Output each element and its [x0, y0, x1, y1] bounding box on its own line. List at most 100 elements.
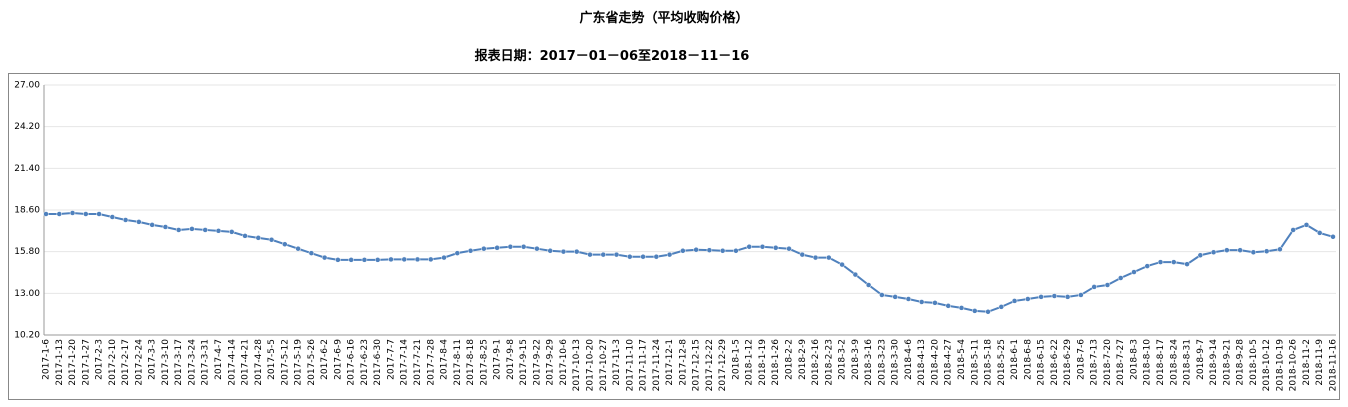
x-tick-label: 2018-6-15 [1037, 339, 1047, 386]
data-point [826, 254, 832, 261]
data-point [547, 248, 553, 254]
x-tick-label: 2018-6-29 [1063, 339, 1073, 386]
x-tick-label: 2018-9-21 [1222, 339, 1232, 386]
data-point [613, 251, 620, 258]
x-tick-label: 2018-2-16 [811, 339, 821, 386]
x-tick-label: 2017-5-12 [280, 339, 290, 386]
data-point [229, 229, 235, 235]
data-point [1290, 227, 1296, 233]
data-point [587, 251, 593, 258]
x-tick-label: 2017-3-10 [161, 339, 171, 386]
x-tick-label: 2017-7-28 [426, 339, 436, 386]
data-point [388, 256, 394, 263]
data-point [69, 210, 76, 216]
x-tick-label: 2018-11-9 [1315, 339, 1325, 386]
x-tick-label: 2017-6-16 [347, 339, 357, 386]
data-point [255, 235, 262, 241]
x-tick-label: 2017-11-24 [652, 339, 662, 392]
x-tick-label: 2017-8-4 [440, 339, 450, 380]
data-point [1250, 249, 1257, 256]
x-tick-label: 2018-10-5 [1249, 339, 1259, 386]
x-tick-label: 2017-8-18 [466, 339, 476, 386]
data-point [321, 254, 328, 261]
x-tick-label: 2018-2-23 [824, 339, 834, 386]
data-point [122, 217, 129, 223]
x-tick-label: 2018-11-2 [1302, 339, 1312, 386]
data-point [215, 228, 222, 234]
x-tick-label: 2017-11-3 [612, 339, 622, 386]
data-point [43, 211, 49, 217]
data-point [149, 222, 155, 228]
x-tick-label: 2018-3-30 [891, 339, 901, 386]
data-point [1144, 263, 1150, 269]
data-point [879, 292, 885, 298]
data-point [1263, 248, 1270, 254]
x-tick-label: 2017-6-23 [360, 339, 370, 386]
data-point [136, 219, 142, 225]
data-point [852, 271, 859, 278]
x-tick-label: 2018-4-6 [904, 339, 914, 380]
y-tick-label: 18.60 [14, 206, 40, 216]
x-tick-label: 2017-8-25 [479, 339, 489, 386]
x-tick-label: 2017-4-7 [214, 339, 224, 380]
x-tick-label: 2018-4-13 [917, 339, 927, 386]
data-point [666, 251, 673, 258]
data-point [693, 246, 699, 253]
x-tick-label: 2017-12-8 [678, 339, 688, 386]
x-tick-label: 2017-11-17 [639, 339, 649, 391]
data-point [520, 244, 527, 250]
y-tick-label: 27.00 [14, 81, 40, 91]
data-point [361, 257, 368, 263]
data-point [1025, 296, 1031, 302]
x-tick-label: 2018-7-20 [1103, 339, 1113, 386]
x-tick-label: 2018-1-19 [758, 339, 768, 386]
data-point [1104, 282, 1111, 288]
x-tick-label: 2018-5-18 [984, 339, 994, 386]
x-tick-label: 2017-9-15 [519, 339, 529, 386]
x-tick-label: 2018-9-7 [1196, 339, 1206, 380]
data-point [1224, 247, 1230, 253]
y-tick-label: 21.40 [14, 164, 40, 174]
data-point [733, 248, 739, 254]
x-tick-label: 2017-8-11 [453, 339, 463, 386]
x-tick-label: 2018-11-16 [1329, 339, 1339, 392]
x-tick-label: 2018-8-10 [1143, 339, 1153, 386]
data-point [799, 251, 806, 258]
x-tick-label: 2017-5-5 [267, 339, 277, 380]
x-tick-label: 2017-12-29 [718, 339, 728, 392]
x-tick-label: 2018-7-27 [1116, 339, 1126, 386]
data-point [1038, 294, 1044, 300]
data-point [998, 304, 1005, 310]
x-tick-label: 2018-5-4 [957, 339, 967, 380]
data-point [892, 294, 898, 300]
data-point [1210, 249, 1217, 256]
data-point [1157, 259, 1164, 265]
x-tick-label: 2017-10-20 [585, 339, 595, 392]
data-point [507, 244, 514, 250]
data-point [600, 251, 607, 258]
data-point [945, 303, 951, 309]
x-tick-label: 2017-7-14 [400, 339, 410, 386]
data-point [414, 256, 421, 263]
y-tick-label: 13.00 [14, 289, 40, 299]
x-tick-label: 2018-9-28 [1236, 339, 1246, 386]
x-tick-label: 2017-4-28 [254, 339, 264, 386]
data-point [746, 244, 752, 250]
data-point [812, 254, 819, 261]
data-point [839, 261, 845, 268]
data-point [109, 214, 116, 220]
x-tick-label: 2017-5-19 [294, 339, 304, 386]
x-tick-label: 2017-12-15 [692, 339, 702, 391]
data-point [627, 253, 633, 260]
x-tick-label: 2017-1-20 [68, 339, 78, 386]
x-tick-label: 2018-10-19 [1275, 339, 1285, 392]
x-tick-label: 2018-4-20 [930, 339, 940, 386]
x-tick-label: 2017-10-27 [599, 339, 609, 391]
y-tick-label: 10.20 [14, 331, 40, 341]
data-point [454, 250, 461, 256]
x-tick-label: 2018-6-22 [1050, 339, 1060, 386]
data-point [1171, 259, 1177, 265]
x-tick-label: 2018-7-13 [1090, 339, 1100, 386]
data-point [680, 248, 686, 254]
data-point [1011, 298, 1018, 304]
